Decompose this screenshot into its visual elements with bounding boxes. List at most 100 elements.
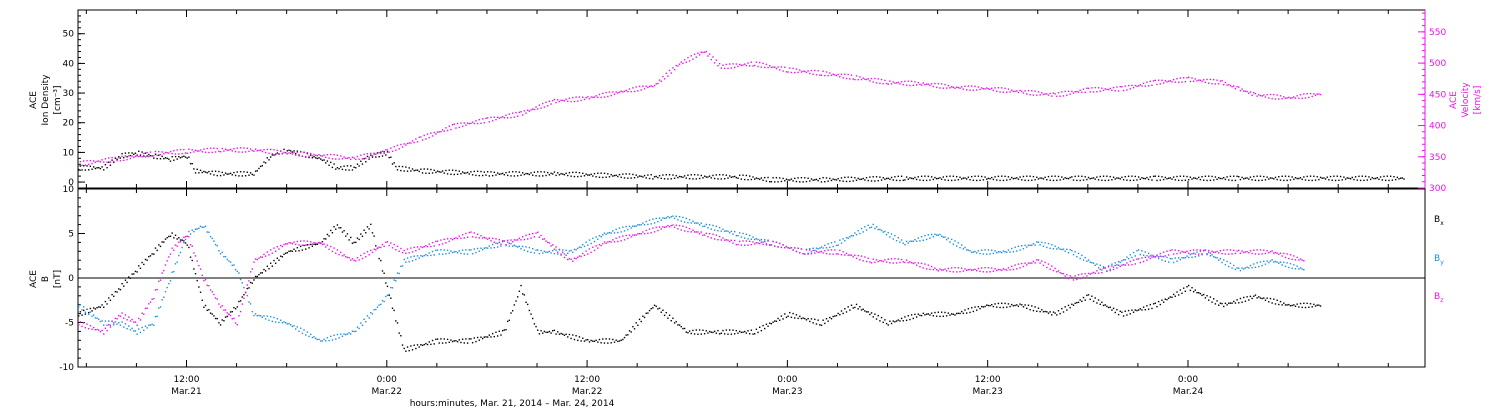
data-point [775, 320, 778, 323]
data-point [390, 297, 392, 299]
data-point [759, 239, 761, 242]
data-point [408, 167, 410, 169]
data-point [403, 258, 405, 261]
data-point [345, 157, 347, 159]
data-point [1231, 179, 1233, 182]
data-point [1289, 254, 1292, 256]
data-point [506, 239, 509, 242]
data-point [1311, 179, 1313, 182]
data-point [688, 330, 691, 332]
data-point [1226, 84, 1228, 86]
data-point [1052, 248, 1055, 250]
data-point [997, 251, 1000, 253]
data-point [934, 233, 936, 236]
data-point [481, 237, 484, 239]
data-point [310, 154, 312, 156]
data-point [1263, 260, 1265, 263]
data-point [553, 171, 556, 173]
data-point [515, 245, 517, 247]
data-point [745, 64, 748, 67]
data-point [350, 259, 352, 261]
data-point [1111, 89, 1113, 91]
data-point [547, 331, 549, 333]
data-point [1137, 258, 1140, 260]
data-point [974, 85, 976, 88]
data-point [638, 175, 641, 177]
data-point [1036, 94, 1038, 96]
data-point [827, 320, 829, 322]
data-point [345, 256, 347, 258]
data-point [972, 89, 975, 91]
data-point [1189, 176, 1192, 178]
data-point [955, 271, 958, 273]
data-point [239, 300, 242, 302]
data-point [1036, 259, 1038, 261]
data-point [942, 236, 945, 238]
data-point [710, 331, 713, 333]
data-point [727, 333, 729, 335]
data-point [880, 260, 883, 262]
data-point [680, 229, 682, 231]
data-point [203, 226, 205, 228]
data-point [333, 154, 335, 156]
data-point [655, 226, 657, 229]
data-point [1019, 89, 1021, 92]
data-point [528, 110, 531, 112]
data-point [398, 165, 400, 168]
data-point [139, 267, 142, 270]
data-point [378, 156, 380, 158]
data-point [545, 251, 547, 253]
data-point [1157, 300, 1160, 303]
data-point [662, 174, 664, 176]
data-point [1086, 178, 1088, 181]
data-point [1041, 309, 1043, 311]
data-point [1041, 92, 1043, 94]
data-point [370, 152, 372, 155]
data-point [1241, 301, 1243, 303]
data-point [455, 127, 457, 129]
data-point [513, 244, 516, 246]
data-point [632, 87, 634, 89]
data-point [128, 155, 130, 157]
data-point [662, 217, 664, 219]
data-point [393, 162, 395, 164]
data-point [620, 176, 622, 179]
data-point [703, 175, 706, 177]
data-point [804, 177, 806, 179]
data-point [647, 312, 649, 314]
data-point [506, 174, 509, 177]
data-point [745, 233, 748, 236]
data-point [573, 175, 576, 178]
data-point [251, 268, 253, 270]
data-point [234, 150, 237, 153]
data-point [1328, 179, 1330, 181]
data-point [149, 255, 152, 257]
data-point [1266, 93, 1268, 96]
data-point [261, 256, 264, 258]
data-point [321, 241, 324, 243]
data-point [802, 252, 804, 255]
data-point [887, 177, 889, 180]
data-point [707, 235, 709, 238]
data-point [769, 65, 771, 67]
data-point [598, 176, 601, 178]
data-point [625, 173, 627, 175]
data-point [209, 147, 212, 149]
data-point [289, 242, 292, 244]
data-point [1146, 81, 1148, 83]
data-point [849, 180, 851, 183]
data-point [1117, 260, 1120, 263]
data-point [136, 155, 138, 157]
data-point [839, 76, 841, 78]
data-point [685, 177, 687, 179]
data-point [1233, 264, 1235, 267]
data-point [186, 157, 188, 159]
data-point [391, 307, 394, 309]
data-point [992, 305, 995, 308]
data-point [879, 176, 881, 178]
data-point [388, 293, 390, 296]
data-point [815, 74, 818, 76]
data-point [473, 122, 475, 125]
data-point [266, 148, 269, 151]
data-point [318, 338, 320, 341]
